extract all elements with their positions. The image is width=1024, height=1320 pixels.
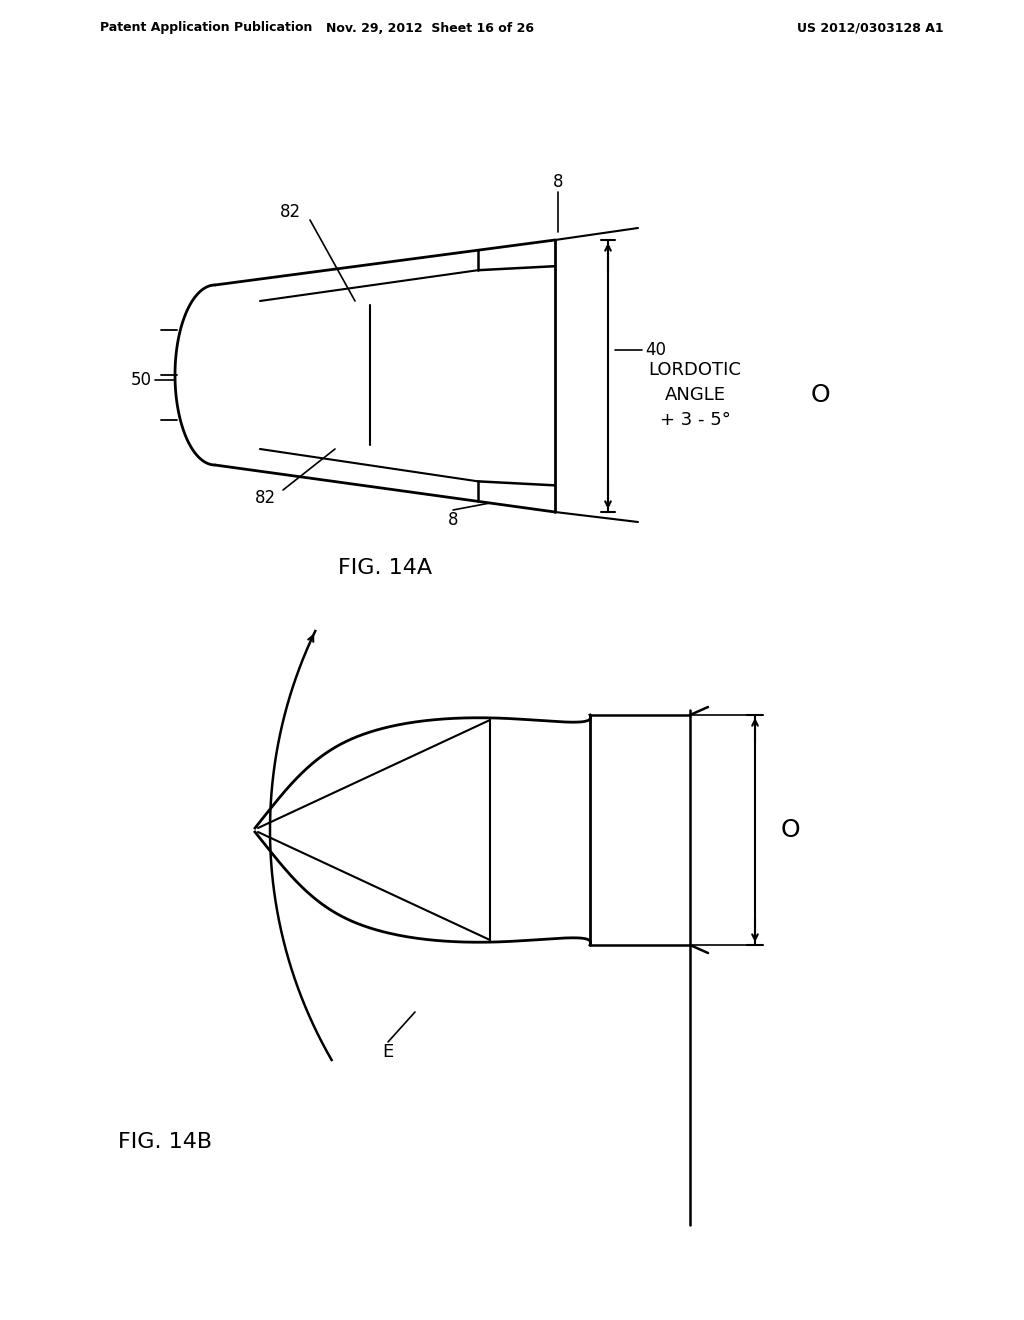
- Text: Patent Application Publication: Patent Application Publication: [100, 21, 312, 34]
- Text: 50: 50: [131, 371, 152, 389]
- Text: FIG. 14B: FIG. 14B: [118, 1133, 212, 1152]
- Text: 82: 82: [254, 488, 275, 507]
- Text: 8: 8: [553, 173, 563, 191]
- Text: Nov. 29, 2012  Sheet 16 of 26: Nov. 29, 2012 Sheet 16 of 26: [326, 21, 534, 34]
- Text: 40: 40: [645, 341, 666, 359]
- Text: US 2012/0303128 A1: US 2012/0303128 A1: [797, 21, 943, 34]
- Text: LORDOTIC
ANGLE
+ 3 - 5°: LORDOTIC ANGLE + 3 - 5°: [648, 360, 741, 429]
- Text: O: O: [810, 383, 829, 407]
- Text: O: O: [780, 818, 800, 842]
- Text: FIG. 14A: FIG. 14A: [338, 558, 432, 578]
- Text: 82: 82: [280, 203, 301, 220]
- Text: 8: 8: [447, 511, 459, 529]
- Text: E: E: [382, 1043, 393, 1061]
